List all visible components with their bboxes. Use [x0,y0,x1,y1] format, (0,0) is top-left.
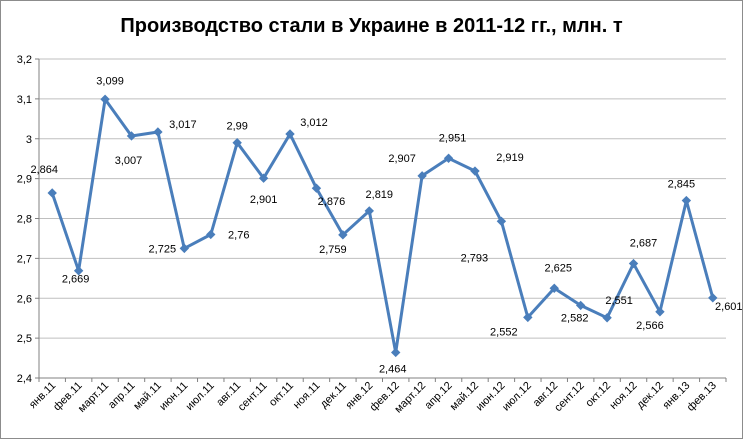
data-point [126,131,137,141]
data-label: 2,819 [366,189,394,201]
data-point [655,307,665,317]
data-label: 2,919 [496,152,524,164]
data-point [470,166,480,176]
data-label: 2,552 [490,326,518,338]
data-point [364,206,374,216]
data-label: 2,864 [30,164,58,176]
data-label: 2,876 [318,196,346,208]
data-point [47,188,57,198]
data-point [417,171,427,181]
data-point [232,138,242,148]
data-point [391,347,401,358]
data-point [179,243,190,254]
data-label: 2,566 [636,320,664,332]
data-point [338,230,348,240]
data-point [708,293,718,303]
data-label: 2,951 [439,132,467,144]
x-tick-label: фев.13 [685,380,719,414]
data-point [285,129,295,139]
data-label: 2,669 [62,274,90,286]
data-label: 2,464 [379,363,407,375]
data-point [575,300,586,311]
data-point [443,153,454,163]
data-point [311,183,322,193]
y-tick-label: 3,2 [17,54,32,66]
x-tick-label: дек.11 [318,380,349,411]
data-label: 2,759 [319,244,347,256]
data-point [73,266,84,276]
data-point [258,173,269,183]
data-label: 2,601 [715,301,742,313]
data-point [100,94,110,104]
y-tick-label: 2,6 [17,293,32,305]
data-point [153,127,163,137]
data-point [681,195,692,206]
data-label: 3,099 [96,75,124,87]
series-line [50,97,715,354]
data-label: 2,725 [149,243,177,255]
data-point [496,216,507,226]
x-tick-label: июл.11 [184,380,217,413]
data-point [602,313,612,323]
data-point [206,229,216,240]
x-tick-label: июн.11 [157,380,190,413]
y-tick-label: 2,7 [17,253,32,265]
data-label: 2,76 [228,229,249,241]
data-label: 2,845 [668,179,696,191]
y-tick-label: 2,4 [17,373,32,385]
y-tick-label: 3,1 [17,94,32,106]
x-tick-label: ноя.11 [291,380,323,412]
x-tick-label: сент.12 [552,380,587,415]
y-tick-label: 2,9 [17,174,32,186]
data-label: 3,012 [300,117,328,129]
data-label: 2,687 [630,238,658,250]
x-tick-label: дек.12 [634,380,666,412]
x-tick-label: июл.12 [500,380,534,414]
data-label: 2,582 [561,312,589,324]
data-label: 2,901 [250,194,278,206]
y-tick-label: 2,8 [17,214,32,226]
chart-title: Производство стали в Украине в 2011-12 г… [120,15,623,37]
x-tick-label: сент.11 [236,380,270,414]
data-label: 3,007 [115,155,143,167]
data-label: 2,99 [226,121,247,133]
data-label: 2,907 [388,153,416,165]
data-point [628,258,639,269]
data-label: 2,551 [605,295,633,307]
data-label: 3,017 [169,119,197,131]
x-tick-label: ноя.12 [608,380,640,412]
data-point [523,312,533,323]
y-tick-label: 3 [26,134,32,146]
data-label: 2,793 [461,252,489,264]
y-tick-label: 2,5 [17,333,32,345]
data-point [549,283,559,293]
data-label: 2,625 [544,262,572,274]
